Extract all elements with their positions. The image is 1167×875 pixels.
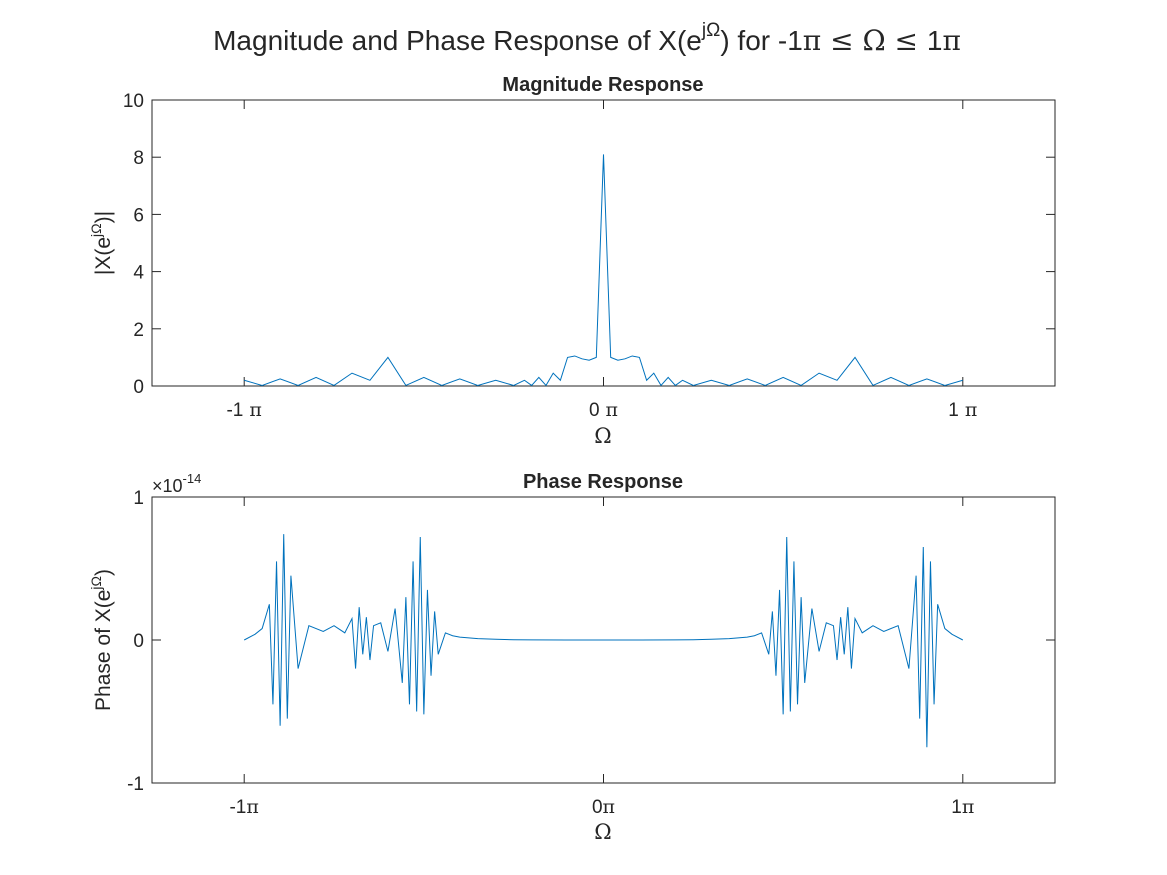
phase-title: Phase Response — [523, 471, 683, 493]
phase-series-line — [243, 534, 964, 748]
magnitude-xtick-label-num: -1 — [226, 400, 243, 421]
phase-ytick-label: 0 — [133, 631, 144, 652]
phase-xtick-label: -1π — [229, 796, 258, 818]
magnitude-ytick-label: 8 — [133, 148, 144, 169]
magnitude-ytick-label: 2 — [133, 320, 144, 341]
magnitude-ytick-labels: 0 2 4 6 8 10 — [123, 91, 145, 398]
magnitude-plot-box — [151, 99, 1056, 387]
phase-axes: Phase Response ×10-14 -101 -1π 0π 1π Ω Pha… — [88, 471, 1056, 844]
magnitude-ytick-label: 6 — [133, 205, 144, 226]
magnitude-ytick-label: 4 — [133, 263, 144, 284]
magnitude-ylabel-superscript: jΩ — [88, 223, 104, 238]
phase-exponent: ×10-14 — [152, 471, 201, 496]
figure-title-middle: ) for -1 — [720, 25, 802, 56]
phase-xtick-label-num: -1 — [229, 797, 246, 818]
phase-xlabel: Ω — [594, 820, 611, 844]
phase-xtick-label-num: 0 — [592, 797, 603, 818]
magnitude-xtick-label-pi: π — [959, 399, 978, 421]
figure-title: Magnitude and Phase Response of X(ejΩ) f… — [213, 20, 961, 57]
magnitude-series-line — [244, 154, 963, 387]
phase-exponent-power: -14 — [183, 471, 202, 486]
figure-title-prefix: Magnitude and Phase Response of X(e — [213, 25, 702, 56]
phase-exponent-prefix: ×10 — [152, 476, 183, 496]
figure-title-suffix-num: 1 — [927, 25, 943, 56]
magnitude-title: Magnitude Response — [502, 74, 703, 96]
magnitude-xtick-label-num: 1 — [948, 400, 959, 421]
phase-ylabel-superscript: jΩ — [88, 576, 104, 591]
phase-xtick-label-pi: π — [962, 796, 975, 818]
phase-xtick-label-pi: π — [246, 796, 259, 818]
phase-xtick-label-num: 1 — [951, 797, 962, 818]
phase-ytick-label: -1 — [127, 774, 144, 795]
phase-xtick-label: 0π — [592, 796, 615, 818]
phase-ylabel: Phase of X(ejΩ) — [88, 569, 115, 711]
phase-xtick-labels: -1π 0π 1π — [229, 796, 974, 818]
figure-title-superscript: jΩ — [701, 20, 720, 41]
phase-ticks — [152, 496, 1055, 784]
phase-ytick-labels: -1 0 1 — [127, 488, 144, 795]
phase-xtick-label-pi: π — [603, 796, 616, 818]
magnitude-ticks — [152, 99, 1055, 387]
phase-ylabel-prefix: Phase of X(e — [92, 590, 115, 711]
magnitude-ytick-label: 10 — [123, 91, 144, 112]
phase-xtick-label: 1π — [951, 796, 974, 818]
magnitude-xlabel: Ω — [594, 424, 611, 448]
phase-ylabel-suffix: ) — [92, 569, 115, 576]
magnitude-ytick-label: 0 — [133, 377, 144, 398]
figure-title-suffix-pi: π — [943, 24, 961, 57]
magnitude-ylabel-suffix: )| — [92, 211, 115, 223]
magnitude-xtick-label: 0 π — [589, 399, 618, 421]
magnitude-xtick-label: 1 π — [948, 399, 977, 421]
figure-title-math: π ≤ Ω ≤ — [803, 24, 927, 57]
magnitude-xtick-label-pi: π — [243, 399, 262, 421]
magnitude-ylabel-prefix: |X(e — [92, 237, 115, 275]
magnitude-xtick-label-pi: π — [600, 399, 619, 421]
phase-ytick-label: 1 — [133, 488, 144, 509]
magnitude-ylabel: |X(ejΩ)| — [88, 211, 115, 275]
magnitude-xtick-label: -1 π — [226, 399, 261, 421]
magnitude-xtick-label-num: 0 — [589, 400, 600, 421]
